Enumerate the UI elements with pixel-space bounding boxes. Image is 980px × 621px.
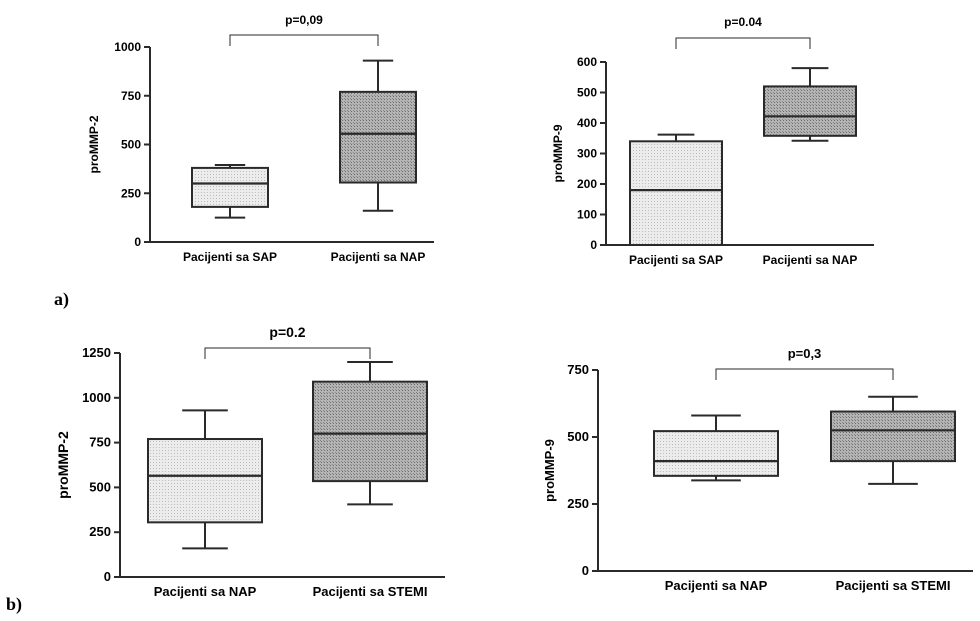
box-2: Pacijenti sa STEMI	[312, 360, 428, 599]
box-1: Pacijenti sa NAP	[147, 409, 263, 599]
p-value-label: p=0,09	[285, 13, 323, 27]
y-tick-label: 250	[121, 186, 141, 200]
significance-bracket	[715, 368, 894, 380]
y-tick-label: 100	[577, 208, 597, 222]
x-category-label: Pacijenti sa NAP	[154, 584, 257, 599]
y-tick-label: 0	[134, 235, 141, 249]
y-tick-label: 500	[577, 86, 597, 100]
y-tick-label: 250	[567, 496, 589, 511]
iqr-box	[763, 85, 857, 137]
iqr-box	[653, 430, 779, 477]
chart-a-left: 0 250 500 750 1000 proMMP-2 Pacijenti sa SAP Pa…	[87, 13, 434, 264]
box-2: Pacijenti sa STEMI	[830, 395, 956, 593]
y-tick-label: 0	[590, 238, 597, 252]
panel-label-a: a)	[54, 289, 69, 309]
x-category-label: Pacijenti sa STEMI	[313, 584, 428, 599]
significance-bracket	[229, 34, 379, 46]
y-tick-label: 250	[89, 524, 111, 539]
y-tick-label: 750	[89, 435, 111, 450]
y-tick-label: 500	[89, 479, 111, 494]
y-axis-label: proMMP-9	[542, 439, 557, 502]
y-tick-label: 750	[567, 362, 589, 377]
y-tick-label: 200	[577, 177, 597, 191]
y-tick-label: 300	[577, 147, 597, 161]
iqr-box	[830, 410, 956, 463]
x-category-label: Pacijenti sa NAP	[763, 253, 858, 267]
y-tick-label: 600	[577, 55, 597, 69]
y-tick-label: 400	[577, 116, 597, 130]
y-tick-label: 1250	[82, 345, 111, 360]
box-1: Pacijenti sa SAP	[183, 163, 277, 264]
chart-a-right: 0 100 200 300 400 500 600 proMMP-9 Pacijenti sa …	[551, 15, 874, 267]
y-tick-label: 0	[582, 563, 589, 578]
p-value-label: p=0.2	[269, 324, 305, 340]
p-value-label: p=0.04	[724, 15, 762, 29]
x-category-label: Pacijenti sa SAP	[183, 250, 277, 264]
panel-label-b: b)	[6, 594, 23, 614]
box-1: Pacijenti sa NAP	[653, 414, 779, 593]
significance-bracket	[675, 37, 811, 49]
y-axis-label: proMMP-2	[87, 115, 101, 173]
box-2: Pacijenti sa NAP	[763, 67, 858, 267]
x-category-label: Pacijenti sa STEMI	[836, 578, 951, 593]
y-axis-label: proMMP-2	[55, 431, 71, 499]
y-tick-label: 500	[567, 429, 589, 444]
y-tick-label: 500	[121, 138, 141, 152]
box-2: Pacijenti sa NAP	[331, 59, 426, 264]
chart-b-left: 0 250 500 750 1000 1250 proMMP-2 Pacijenti sa N…	[55, 324, 445, 599]
iqr-box	[147, 438, 263, 524]
iqr-box	[629, 140, 723, 246]
y-tick-label: 0	[104, 569, 111, 584]
significance-bracket	[204, 347, 371, 359]
iqr-box	[339, 90, 417, 184]
x-category-label: Pacijenti sa SAP	[629, 253, 723, 267]
y-tick-label: 750	[121, 89, 141, 103]
box-1: Pacijenti sa SAP	[629, 133, 723, 267]
y-tick-label: 1000	[82, 390, 111, 405]
y-tick-label: 1000	[114, 40, 141, 54]
x-category-label: Pacijenti sa NAP	[331, 250, 426, 264]
iqr-box	[312, 380, 428, 483]
chart-b-right: 0 250 500 750 proMMP-9 Pacijenti sa NAP Pacije…	[542, 346, 973, 593]
p-value-label: p=0,3	[788, 346, 822, 361]
iqr-box	[191, 166, 269, 208]
y-axis-label: proMMP-9	[551, 124, 565, 182]
x-category-label: Pacijenti sa NAP	[665, 578, 768, 593]
